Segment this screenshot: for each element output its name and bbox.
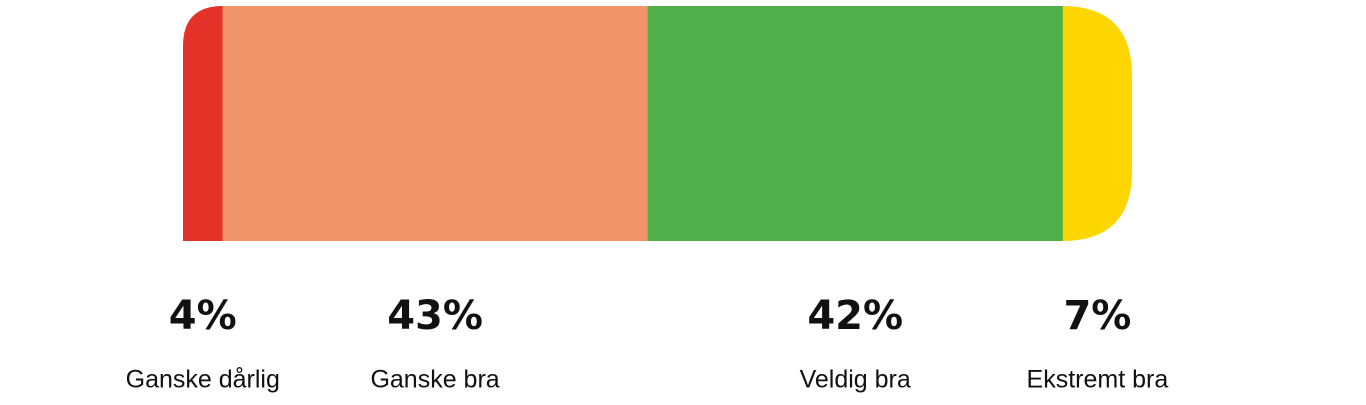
bar-segment: [183, 6, 224, 241]
bar-group: [183, 6, 1132, 241]
bar-segment: [1062, 6, 1132, 241]
category-label: Ganske bra: [370, 366, 499, 394]
value-label: 43%: [387, 293, 483, 339]
bar-segment: [222, 6, 649, 241]
value-label: 7%: [1063, 293, 1131, 339]
category-label: Veldig bra: [800, 366, 911, 394]
category-label: Ganske dårlig: [126, 366, 280, 394]
value-label: 42%: [807, 293, 903, 339]
category-label: Ekstremt bra: [1027, 366, 1169, 394]
bar-segment: [647, 6, 1064, 241]
value-label: 4%: [169, 293, 237, 339]
